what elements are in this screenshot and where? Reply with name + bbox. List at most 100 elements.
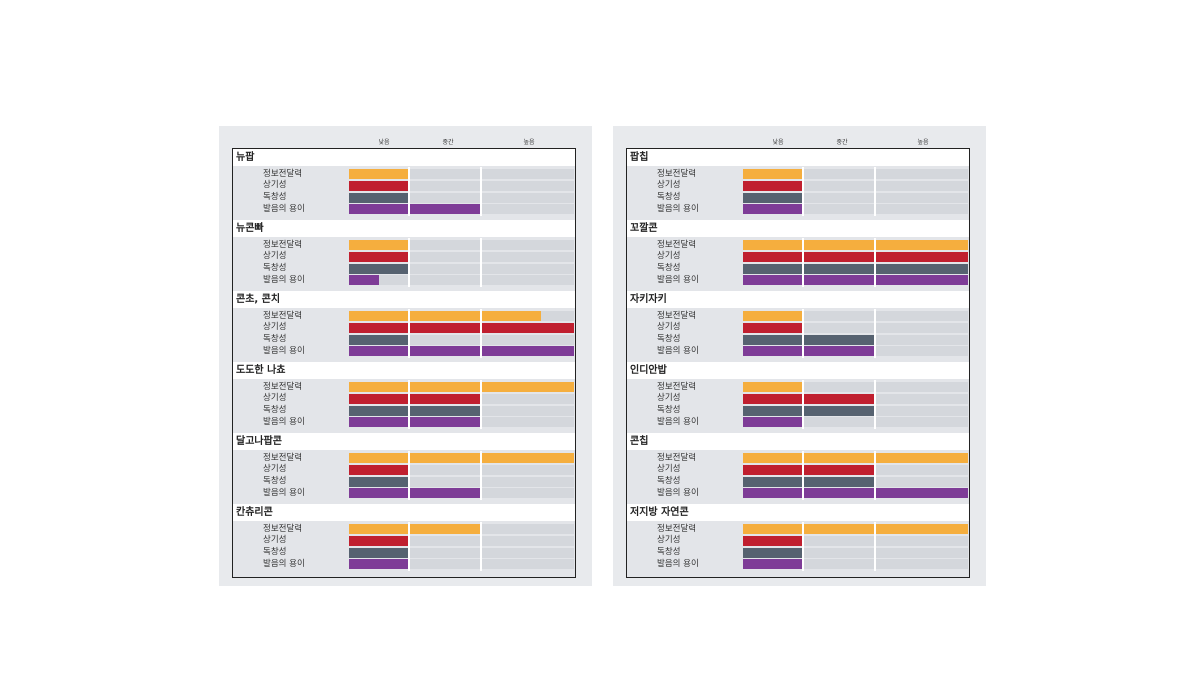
- metric-label: 정보전달력: [657, 452, 697, 463]
- bar-informativeness: [743, 382, 803, 392]
- metric-label: 발음의 용이: [263, 416, 305, 427]
- metric-label: 발음의 용이: [657, 487, 699, 498]
- metric-label: 상기성: [657, 322, 681, 333]
- bar-memorability: [743, 180, 803, 191]
- metric-label: 상기성: [263, 393, 287, 404]
- metric-label: 상기성: [657, 251, 681, 262]
- bar-originality: [349, 547, 409, 558]
- metric-label: 정보전달력: [263, 381, 303, 392]
- group-title: 뉴콘빠: [233, 220, 575, 237]
- level-separator: [874, 453, 876, 499]
- level-separator: [802, 382, 804, 428]
- metric-label: 독창성: [657, 263, 681, 273]
- bar-originality: [743, 263, 968, 274]
- bar-pronounceability: [743, 204, 803, 215]
- bar-memorability: [349, 322, 574, 333]
- bar-track: [349, 559, 574, 570]
- bar-memorability: [349, 251, 409, 262]
- chart-box-left: 뉴팝 정보전달력 상기성 독창성 발음의 용이 뉴콘빠 정보전달력 상기성 독창성 발음의 용이 콘…: [232, 148, 576, 578]
- bar-pronounceability: [349, 559, 409, 570]
- metric-label: 상기성: [263, 464, 287, 475]
- header-high: 높음: [523, 139, 535, 146]
- bar-memorability: [743, 322, 803, 333]
- level-separator: [408, 524, 410, 570]
- chart-panel-left: 낮음 중간 높음 뉴팝 정보전달력 상기성 독창성 발음의 용이 뉴콘빠 정보전달력 상기성 독…: [219, 126, 592, 586]
- metric-label: 독창성: [263, 547, 287, 557]
- bar-memorability: [743, 535, 803, 546]
- level-separator: [480, 524, 482, 570]
- group-title: 콘칩: [627, 433, 969, 450]
- group-title: 콘초, 콘치: [233, 291, 575, 308]
- bar-informativeness: [743, 240, 968, 250]
- group-title: 인디안밥: [627, 362, 969, 379]
- level-separator: [874, 524, 876, 570]
- bar-pronounceability: [743, 275, 968, 286]
- metric-label: 독창성: [657, 405, 681, 415]
- header-mid: 중간: [442, 139, 454, 146]
- bar-originality: [349, 405, 481, 416]
- level-separator: [802, 524, 804, 570]
- metric-label: 독창성: [263, 192, 287, 202]
- chart-box-right: 팝칩 정보전달력 상기성 독창성 발음의 용이 꼬깔콘 정보전달력 상기성 독창성 발음의 용이 자…: [626, 148, 970, 578]
- level-separator: [874, 169, 876, 215]
- bar-track: [743, 535, 968, 546]
- bar-track: [743, 382, 968, 392]
- metric-label: 발음의 용이: [657, 558, 699, 569]
- level-separator: [408, 311, 410, 357]
- bar-originality: [743, 192, 803, 203]
- bar-informativeness: [743, 311, 803, 321]
- metric-label: 정보전달력: [263, 310, 303, 321]
- level-separator: [874, 382, 876, 428]
- bar-informativeness: [349, 311, 542, 321]
- level-separator: [480, 382, 482, 428]
- bar-track: [349, 476, 574, 487]
- bar-informativeness: [743, 453, 968, 463]
- level-separator: [480, 453, 482, 499]
- bar-pronounceability: [349, 204, 481, 215]
- metric-label: 정보전달력: [263, 523, 303, 534]
- bar-memorability: [349, 180, 409, 191]
- chart-panel-right: 낮음 중간 높음 팝칩 정보전달력 상기성 독창성 발음의 용이 꼬깔콘 정보전달력 상기성 독…: [613, 126, 986, 586]
- header-low: 낮음: [378, 139, 390, 146]
- bar-memorability: [349, 535, 409, 546]
- bar-originality: [743, 405, 875, 416]
- group-title: 뉴팝: [233, 149, 575, 166]
- header-high: 높음: [917, 139, 929, 146]
- metric-label: 정보전달력: [657, 381, 697, 392]
- metric-label: 상기성: [263, 251, 287, 262]
- bar-track: [743, 417, 968, 428]
- bar-track: [349, 180, 574, 191]
- metric-label: 발음의 용이: [263, 558, 305, 569]
- bar-originality: [743, 547, 803, 558]
- bar-originality: [349, 334, 409, 345]
- level-separator: [874, 311, 876, 357]
- level-separator: [802, 311, 804, 357]
- level-separator: [802, 453, 804, 499]
- bar-informativeness: [349, 169, 409, 179]
- metric-label: 독창성: [263, 263, 287, 273]
- level-separator: [480, 169, 482, 215]
- metric-label: 정보전달력: [657, 239, 697, 250]
- metric-label: 발음의 용이: [657, 203, 699, 214]
- metric-label: 독창성: [657, 547, 681, 557]
- level-separator: [480, 240, 482, 286]
- bar-track: [349, 547, 574, 558]
- bar-informativeness: [349, 240, 409, 250]
- bar-track: [349, 275, 574, 286]
- metric-label: 발음의 용이: [263, 274, 305, 285]
- metric-label: 상기성: [657, 393, 681, 404]
- bar-memorability: [743, 393, 875, 404]
- level-separator: [802, 240, 804, 286]
- header-mid: 중간: [836, 139, 848, 146]
- metric-label: 정보전달력: [263, 168, 303, 179]
- header-low: 낮음: [772, 139, 784, 146]
- bar-pronounceability: [349, 275, 379, 286]
- metric-label: 발음의 용이: [657, 416, 699, 427]
- bar-track: [349, 251, 574, 262]
- bar-track: [743, 322, 968, 333]
- metric-label: 발음의 용이: [263, 345, 305, 356]
- metric-label: 정보전달력: [657, 310, 697, 321]
- bar-track: [743, 559, 968, 570]
- metric-label: 상기성: [263, 180, 287, 191]
- metric-label: 상기성: [263, 322, 287, 333]
